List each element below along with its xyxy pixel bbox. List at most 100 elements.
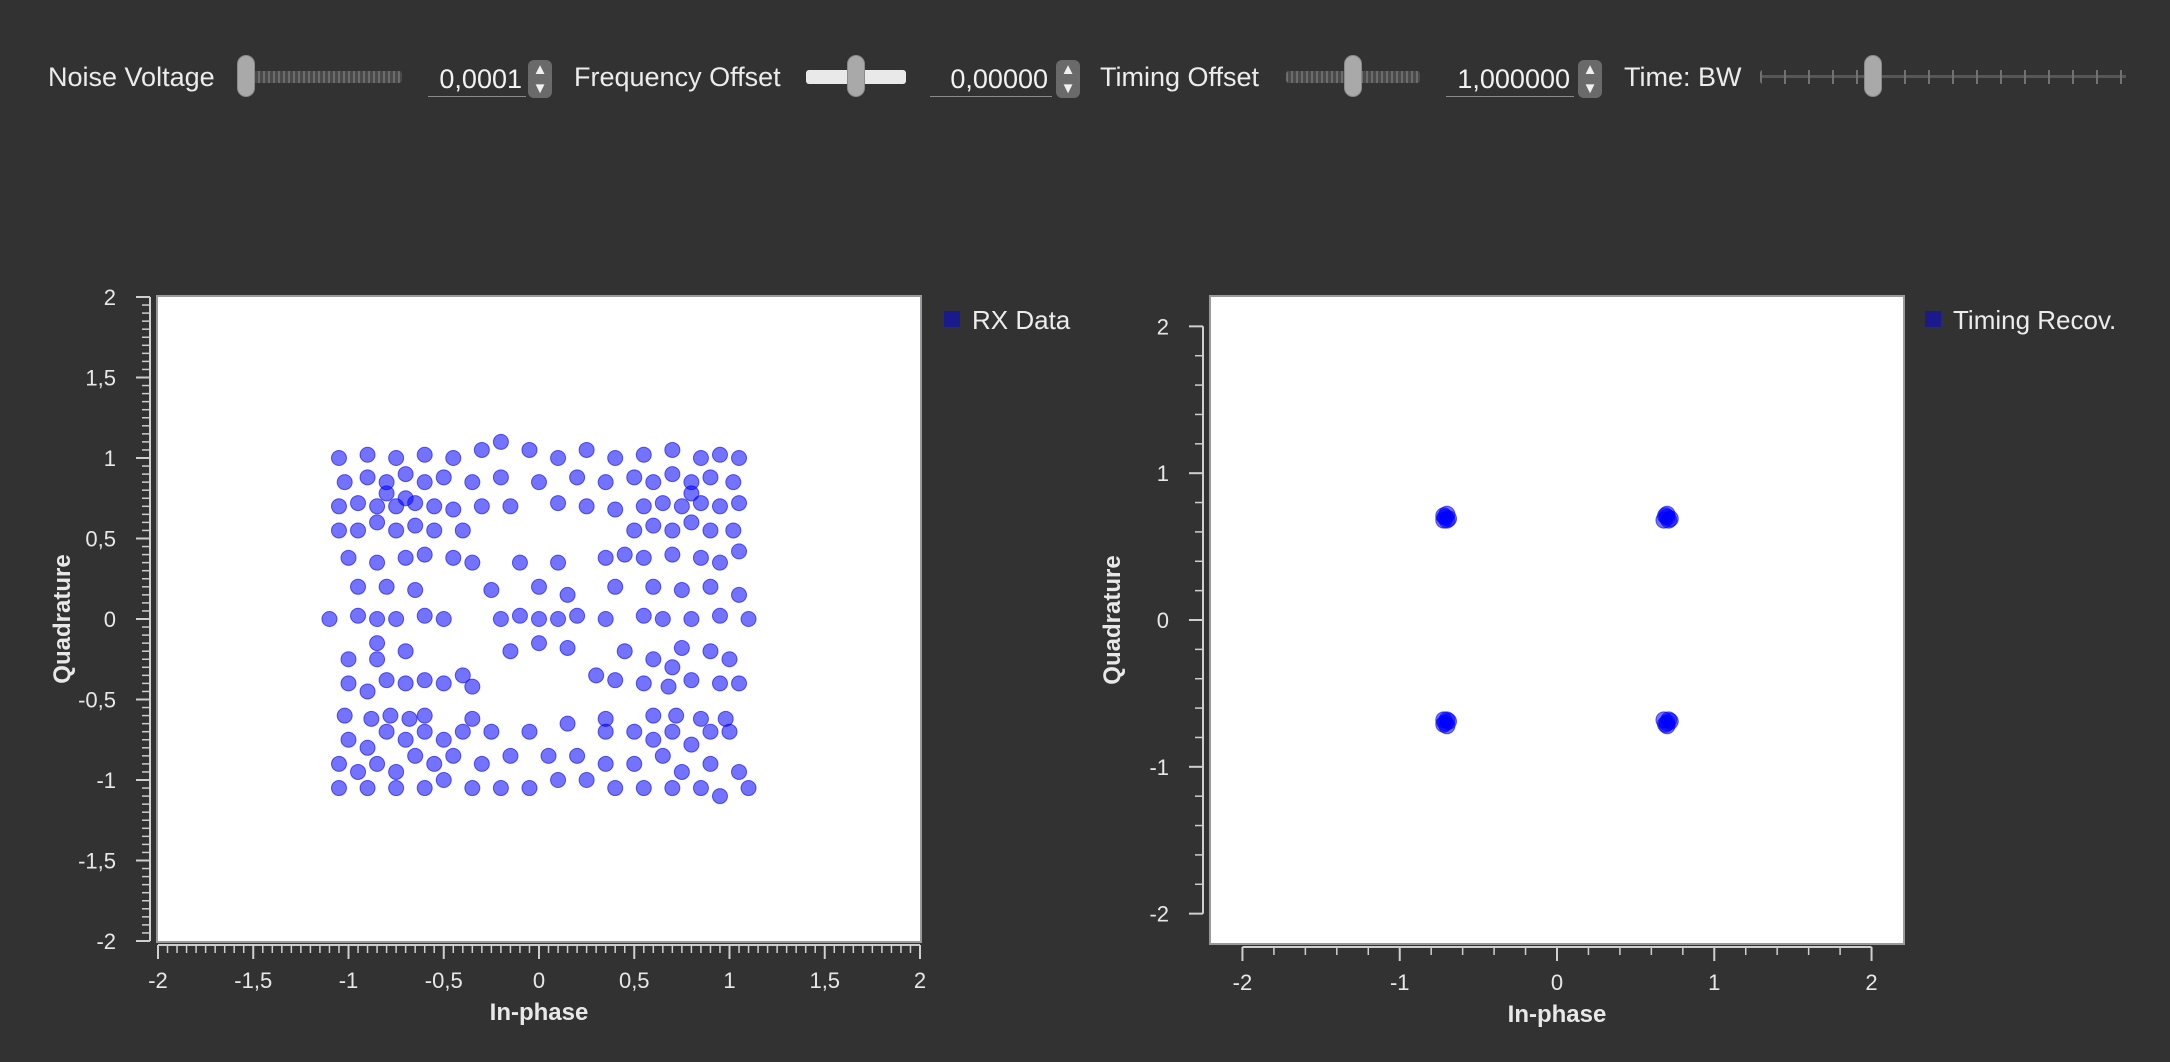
data-point — [521, 780, 538, 797]
data-point — [531, 611, 547, 627]
data-point — [483, 582, 500, 599]
data-point — [607, 450, 624, 466]
slider-handle[interactable] — [848, 56, 864, 96]
data-point — [559, 639, 576, 656]
data-point — [407, 582, 424, 599]
chevron-down-icon[interactable]: ▼ — [1582, 80, 1598, 97]
frequency-offset-slider[interactable] — [806, 56, 906, 96]
data-point — [626, 755, 643, 772]
data-point — [350, 763, 367, 780]
data-point — [483, 723, 500, 740]
data-point — [711, 675, 728, 692]
data-point — [492, 433, 509, 450]
data-point — [664, 522, 681, 539]
data-point — [1655, 711, 1673, 729]
frequency-offset-spin-buttons[interactable]: ▲ ▼ — [1056, 60, 1080, 98]
noise-voltage-spinbox[interactable]: 0,0001 ▲ ▼ — [428, 60, 552, 98]
data-point — [721, 651, 738, 668]
data-point — [725, 522, 742, 539]
data-point — [645, 651, 662, 668]
chevron-down-icon[interactable]: ▼ — [1060, 80, 1076, 97]
chevron-up-icon[interactable]: ▲ — [1060, 61, 1076, 78]
slider-handle[interactable] — [238, 56, 254, 96]
data-point — [330, 522, 347, 539]
data-point — [531, 578, 547, 595]
data-point — [711, 788, 728, 805]
data-point — [559, 586, 576, 603]
data-point — [683, 611, 700, 627]
timing-offset-value[interactable]: 1,000000 — [1446, 60, 1574, 97]
y-tick-label: 1 — [1157, 461, 1169, 486]
timing-offset-spin-buttons[interactable]: ▲ ▼ — [1578, 60, 1602, 98]
noise-voltage-value[interactable]: 0,0001 — [428, 60, 526, 97]
data-point — [607, 501, 624, 518]
data-point — [473, 498, 490, 515]
x-tick-label: -1 — [1390, 970, 1410, 995]
data-point — [702, 522, 719, 539]
data-point — [597, 549, 614, 566]
timing-recovery-constellation-plot[interactable]: -2 -1 0 1 2 In-phase 2 1 0 -1 -2 Quadrature — [1090, 285, 2130, 1055]
data-point — [702, 578, 719, 595]
data-point — [654, 747, 671, 764]
data-point — [330, 450, 347, 466]
data-point — [683, 514, 700, 531]
chevron-up-icon[interactable]: ▲ — [1582, 61, 1598, 78]
noise-voltage-spin-buttons[interactable]: ▲ ▼ — [528, 60, 552, 98]
y-axis: 2 1 0 -1 -2 Quadrature — [1099, 314, 1204, 927]
chevron-down-icon[interactable]: ▼ — [532, 80, 548, 97]
noise-voltage-slider[interactable] — [238, 56, 402, 96]
data-point — [635, 675, 652, 692]
data-point — [454, 667, 471, 684]
data-point — [492, 469, 509, 486]
data-point — [550, 772, 567, 788]
data-point — [445, 549, 462, 566]
chevron-up-icon[interactable]: ▲ — [532, 61, 548, 78]
x-tick-label: -2 — [148, 968, 168, 993]
data-point — [692, 450, 709, 466]
data-point — [607, 578, 624, 595]
rx-data-legend[interactable]: RX Data — [944, 305, 1070, 336]
slider-track — [1760, 70, 2126, 84]
data-point — [578, 772, 595, 788]
data-point — [740, 780, 757, 797]
data-point — [435, 731, 452, 748]
time-bw-slider[interactable] — [1760, 56, 2126, 96]
data-point — [740, 611, 757, 627]
data-point — [668, 707, 685, 724]
y-axis: 2 1,5 1 0,5 0 -0,5 -1 -1,5 -2 Quadrature — [49, 285, 151, 954]
y-tick-label: 2 — [1157, 314, 1169, 339]
data-point — [388, 763, 405, 780]
data-point — [578, 441, 595, 458]
data-point — [407, 747, 424, 764]
x-tick-label: 2 — [914, 968, 926, 993]
x-tick-label: 0 — [533, 968, 545, 993]
timing-offset-spinbox[interactable]: 1,000000 ▲ ▼ — [1446, 60, 1602, 98]
x-tick-label: 1 — [1708, 970, 1720, 995]
data-point — [597, 710, 614, 727]
data-point — [435, 469, 452, 486]
data-point — [550, 611, 567, 627]
frequency-offset-spinbox[interactable]: 0,00000 ▲ ▼ — [930, 60, 1080, 98]
data-point — [378, 474, 395, 491]
data-point — [378, 578, 395, 595]
data-point — [416, 546, 433, 563]
rx-data-constellation-plot[interactable]: -2 -1,5 -1 -0,5 0 0,5 1 1,5 2 In-phase 2 1,5 1 0,5 0 -0… — [40, 285, 1080, 1055]
timing-recovery-legend[interactable]: Timing Recov. — [1925, 305, 2116, 336]
data-point — [711, 554, 728, 571]
slider-handle[interactable] — [1345, 56, 1361, 96]
data-point — [473, 755, 490, 772]
data-point — [550, 495, 567, 512]
timing-offset-label: Timing Offset — [1100, 62, 1260, 92]
data-point — [388, 522, 405, 539]
timing-offset-slider[interactable] — [1286, 56, 1420, 96]
data-point — [550, 450, 567, 466]
plot-area[interactable] — [1211, 297, 1903, 943]
frequency-offset-value[interactable]: 0,00000 — [930, 60, 1052, 97]
y-tick-label: 0,5 — [85, 527, 116, 552]
data-point — [717, 710, 734, 727]
data-point — [388, 780, 405, 797]
x-axis-title: In-phase — [1508, 1001, 1607, 1028]
data-point — [654, 495, 671, 512]
slider-handle[interactable] — [1865, 56, 1881, 96]
data-point — [473, 441, 490, 458]
